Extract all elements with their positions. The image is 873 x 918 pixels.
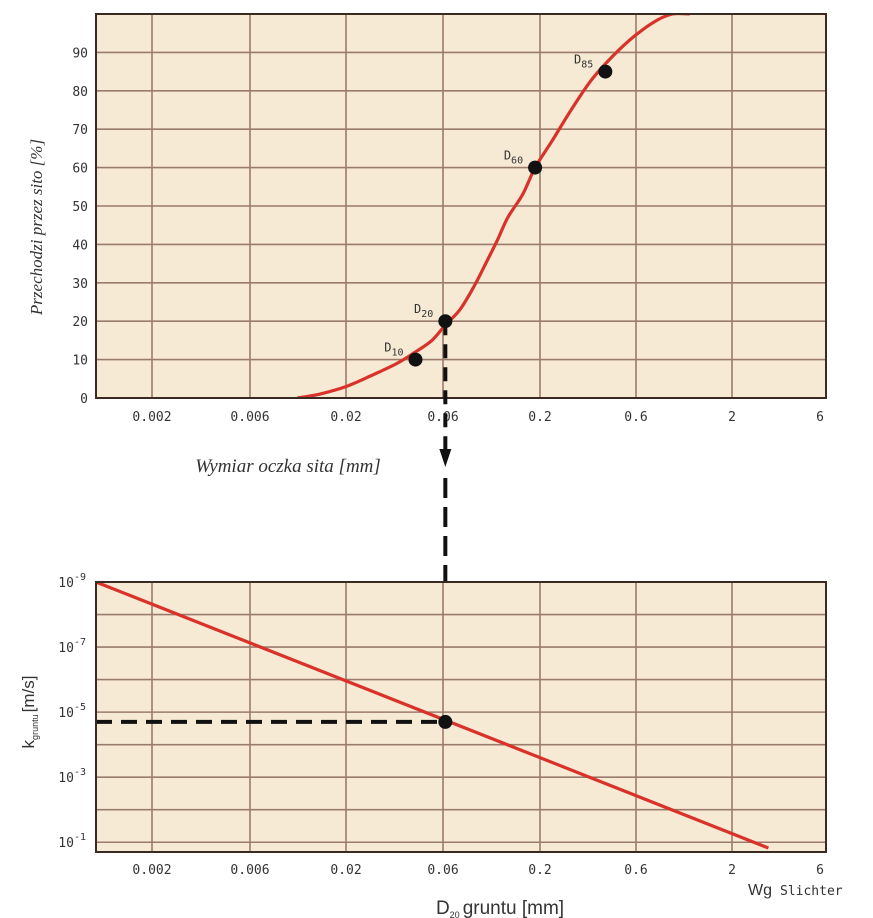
sieve-x-tick-label: 0.02 (330, 410, 361, 425)
sieve-y-tick-label: 70 (72, 123, 88, 138)
sieve-x-tick-label: 0.6 (624, 410, 647, 425)
permeability-x-tick-label: 0.06 (427, 863, 458, 878)
sieve-points: D10 D20 D60 D85 (384, 53, 613, 367)
y-title-rest: [m/s] (19, 676, 38, 713)
sieve-x-ticks: 0.002 0.006 0.02 0.06 0.2 0.6 2 6 (132, 410, 823, 425)
sieve-y-tick-label: 10 (72, 354, 88, 369)
sieve-y-tick-label: 50 (72, 200, 88, 215)
permeability-x-tick-label: 2 (728, 863, 736, 878)
x-title-sub: 20 (450, 910, 460, 918)
sieve-x-tick-label: 2 (728, 410, 736, 425)
permeability-x-tick-label: 0.2 (528, 863, 551, 878)
permeability-y-tick-label: 10-1 (58, 832, 86, 851)
permeability-x-tick-label: 6 (816, 863, 824, 878)
y-title-main: k (19, 739, 38, 748)
credit-prefix: Wg (748, 882, 772, 899)
sieve-y-ticks: 0 10 20 30 40 50 60 70 80 90 (72, 46, 88, 407)
permeability-y-tick-label: 10-5 (58, 702, 86, 721)
permeability-plot-area (96, 582, 826, 852)
permeability-plot-frame (95, 581, 827, 853)
credit: Wg Slichter (748, 882, 843, 899)
credit-name: Slichter (780, 884, 843, 899)
d20-arrow-icon (439, 449, 452, 467)
sieve-plot-frame (95, 13, 827, 399)
sieve-x-tick-label: 0.06 (427, 410, 458, 425)
sieve-x-axis-title: Wymiar oczka sita [mm] (195, 456, 381, 477)
sieve-y-tick-label: 30 (72, 277, 88, 292)
d10-point (408, 352, 423, 367)
d10-label: D10 (384, 341, 403, 359)
sieve-y-tick-label: 20 (72, 315, 88, 330)
permeability-x-ticks: 0.002 0.006 0.02 0.06 0.2 0.6 2 6 (132, 863, 823, 878)
d60-point (528, 160, 543, 175)
sieve-y-tick-label: 60 (72, 162, 88, 177)
permeability-x-tick-label: 0.002 (132, 863, 171, 878)
permeability-chart: 10-910-710-510-310-1 0.002 0.006 0.02 0.06 0… (19, 572, 827, 918)
x-title-main: D (436, 898, 450, 918)
permeability-grid (96, 582, 826, 852)
k-point (438, 714, 453, 729)
permeability-line (96, 582, 769, 850)
sieve-curve (297, 14, 690, 398)
sieve-marks (297, 14, 690, 398)
permeability-marks (96, 582, 769, 850)
sieve-y-tick-label: 90 (72, 46, 88, 61)
y-title-sub: gruntu (30, 714, 40, 740)
d20-label: D20 (414, 302, 433, 320)
permeability-y-ticks: 10-9 10-7 10-5 10-3 10-1 (58, 572, 86, 851)
permeability-y-tick-label: 10-7 (58, 637, 86, 656)
permeability-y-tick-label: 10-9 (58, 572, 86, 591)
permeability-y-tick-label: 10-3 (58, 767, 86, 786)
sieve-x-tick-label: 0.002 (132, 410, 171, 425)
permeability-x-tick-label: 0.6 (624, 863, 647, 878)
sieve-y-tick-label: 40 (72, 238, 88, 253)
d60-label: D60 (504, 149, 523, 167)
permeability-x-axis-title: D20 gruntu [mm] (436, 898, 564, 918)
permeability-x-tick-label: 0.02 (330, 863, 361, 878)
d85-label: D85 (574, 53, 593, 71)
sieve-x-tick-label: 0.006 (230, 410, 269, 425)
sieve-grid (96, 14, 826, 398)
sieve-y-axis-title: Przechodzi przez sito [%] (27, 139, 46, 316)
sieve-y-tick-label: 80 (72, 85, 88, 100)
d85-point (598, 64, 613, 79)
sieve-x-tick-label: 6 (816, 410, 824, 425)
sieve-x-tick-label: 0.2 (528, 410, 551, 425)
permeability-y-axis-title: kgruntu[m/s] (19, 676, 40, 749)
permeability-x-tick-label: 0.006 (230, 863, 269, 878)
x-title-rest: gruntu [mm] (463, 898, 564, 918)
sieve-y-tick-label: 0 (80, 392, 88, 407)
